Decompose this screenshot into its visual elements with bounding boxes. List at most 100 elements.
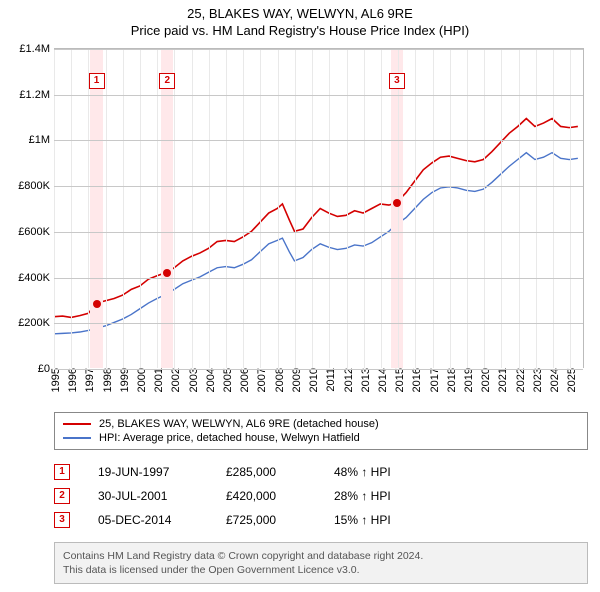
x-tick-label: 2012: [339, 368, 355, 392]
event-date: 19-JUN-1997: [98, 465, 198, 479]
title-line1: 25, BLAKES WAY, WELWYN, AL6 9RE: [0, 6, 600, 21]
y-gridline: [54, 95, 583, 96]
highlight-band: [161, 49, 173, 368]
x-gridline: [536, 49, 537, 368]
event-price: £725,000: [226, 513, 306, 527]
legend-label: HPI: Average price, detached house, Welw…: [99, 432, 360, 444]
x-gridline: [71, 49, 72, 368]
event-marker: 3: [389, 73, 405, 89]
x-gridline: [398, 49, 399, 368]
x-gridline: [329, 49, 330, 368]
x-tick-label: 2004: [201, 368, 217, 392]
title-line2: Price paid vs. HM Land Registry's House …: [0, 23, 600, 38]
x-tick-label: 1998: [98, 368, 114, 392]
footer-line2: This data is licensed under the Open Gov…: [63, 563, 579, 577]
x-gridline: [312, 49, 313, 368]
y-gridline: [54, 323, 583, 324]
x-tick-label: 2019: [459, 368, 475, 392]
legend: 25, BLAKES WAY, WELWYN, AL6 9RE (detache…: [54, 412, 588, 450]
x-gridline: [553, 49, 554, 368]
x-gridline: [381, 49, 382, 368]
legend-item: 25, BLAKES WAY, WELWYN, AL6 9RE (detache…: [63, 417, 579, 431]
x-tick-label: 2013: [356, 368, 372, 392]
y-tick-label: £400K: [18, 272, 54, 284]
x-tick-label: 1996: [63, 368, 79, 392]
x-gridline: [260, 49, 261, 368]
x-tick-label: 2003: [184, 368, 200, 392]
x-tick-label: 2022: [511, 368, 527, 392]
x-gridline: [364, 49, 365, 368]
event-row: 3 05-DEC-2014 £725,000 15% ↑ HPI: [54, 508, 588, 532]
y-tick-label: £1.4M: [19, 43, 54, 55]
x-tick-label: 1999: [115, 368, 131, 392]
x-gridline: [295, 49, 296, 368]
x-gridline: [209, 49, 210, 368]
event-pct: 15% ↑ HPI: [334, 513, 391, 527]
highlight-band: [391, 49, 403, 368]
x-gridline: [501, 49, 502, 368]
legend-label: 25, BLAKES WAY, WELWYN, AL6 9RE (detache…: [99, 418, 379, 430]
x-gridline: [88, 49, 89, 368]
title-block: 25, BLAKES WAY, WELWYN, AL6 9RE Price pa…: [0, 0, 600, 38]
x-tick-label: 2023: [528, 368, 544, 392]
x-tick-label: 2010: [304, 368, 320, 392]
x-gridline: [450, 49, 451, 368]
x-gridline: [415, 49, 416, 368]
y-gridline: [54, 278, 583, 279]
x-gridline: [278, 49, 279, 368]
chart-svg: [54, 49, 583, 368]
x-tick-label: 2014: [373, 368, 389, 392]
x-tick-label: 2015: [390, 368, 406, 392]
event-price: £285,000: [226, 465, 306, 479]
x-tick-label: 2011: [321, 368, 337, 392]
legend-swatch: [63, 423, 91, 425]
x-gridline: [484, 49, 485, 368]
chart-container: 25, BLAKES WAY, WELWYN, AL6 9RE Price pa…: [0, 0, 600, 584]
x-gridline: [54, 49, 55, 368]
series-hpi: [54, 153, 578, 334]
event-number-box: 3: [54, 512, 70, 528]
x-tick-label: 2025: [562, 368, 578, 392]
x-gridline: [467, 49, 468, 368]
x-tick-label: 2021: [493, 368, 509, 392]
y-tick-label: £1.2M: [19, 89, 54, 101]
event-date: 30-JUL-2001: [98, 489, 198, 503]
event-marker: 1: [89, 73, 105, 89]
legend-item: HPI: Average price, detached house, Welw…: [63, 431, 579, 445]
y-gridline: [54, 140, 583, 141]
x-tick-label: 2000: [132, 368, 148, 392]
x-gridline: [519, 49, 520, 368]
x-tick-label: 1997: [80, 368, 96, 392]
y-gridline: [54, 232, 583, 233]
y-gridline: [54, 49, 583, 50]
x-tick-label: 2020: [476, 368, 492, 392]
x-tick-label: 2006: [235, 368, 251, 392]
y-tick-label: £200K: [18, 317, 54, 329]
x-tick-label: 2009: [287, 368, 303, 392]
x-tick-label: 2002: [166, 368, 182, 392]
x-gridline: [157, 49, 158, 368]
event-row: 2 30-JUL-2001 £420,000 28% ↑ HPI: [54, 484, 588, 508]
x-tick-label: 2024: [545, 368, 561, 392]
x-tick-label: 2008: [270, 368, 286, 392]
x-gridline: [347, 49, 348, 368]
event-price: £420,000: [226, 489, 306, 503]
x-tick-label: 2005: [218, 368, 234, 392]
event-pct: 48% ↑ HPI: [334, 465, 391, 479]
x-tick-label: 2016: [407, 368, 423, 392]
y-tick-label: £800K: [18, 180, 54, 192]
event-row: 119-JUN-1997£285,00048% ↑ HPI: [54, 460, 588, 484]
x-gridline: [106, 49, 107, 368]
event-number-box: 2: [54, 488, 70, 504]
x-tick-label: 2018: [442, 368, 458, 392]
event-pct: 28% ↑ HPI: [334, 489, 391, 503]
x-gridline: [570, 49, 571, 368]
event-marker: 2: [159, 73, 175, 89]
event-date: 05-DEC-2014: [98, 513, 198, 527]
events-table: 119-JUN-1997£285,00048% ↑ HPI230-JUL-200…: [54, 460, 588, 532]
sale-dot: [163, 269, 171, 277]
x-gridline: [226, 49, 227, 368]
x-gridline: [433, 49, 434, 368]
y-tick-label: £600K: [18, 226, 54, 238]
footer-line1: Contains HM Land Registry data © Crown c…: [63, 549, 579, 563]
